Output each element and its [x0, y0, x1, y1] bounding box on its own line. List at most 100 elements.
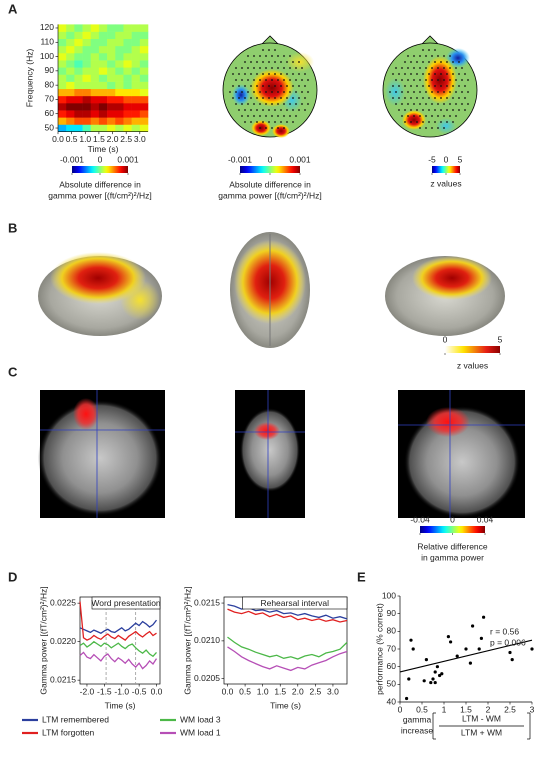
sensor-dot: [413, 103, 415, 105]
mri-sagittal: [38, 390, 165, 518]
y-tick-label: 50: [387, 679, 397, 689]
sensor-dot: [449, 103, 451, 105]
colorbar-tick-label: -0.04: [410, 514, 430, 524]
sensor-dot: [440, 121, 442, 123]
sensor-dot: [292, 85, 294, 87]
blob: [423, 56, 457, 104]
heatmap-cell: [107, 103, 116, 111]
sensor-dot: [235, 67, 237, 69]
sensor-dot: [422, 97, 424, 99]
sensor-dot: [259, 103, 261, 105]
sensor-dot: [253, 103, 255, 105]
y-tick-label: 0.0215: [50, 674, 76, 684]
sensor-dot: [452, 121, 454, 123]
heatmap-cell: [115, 24, 124, 32]
sensor-dot: [283, 103, 285, 105]
sensor-dot: [458, 85, 460, 87]
colorbar-tick-label: 0: [268, 154, 273, 164]
scatter-point: [422, 679, 426, 683]
sensor-dot: [413, 79, 415, 81]
heatmap-cell: [98, 110, 108, 118]
heatmap-cell: [107, 117, 116, 125]
sensor-dot: [455, 103, 457, 105]
heatmap-cell: [107, 52, 116, 61]
sensor-dot: [292, 97, 294, 99]
sensor-dot: [431, 67, 433, 69]
heatmap-cell: [66, 24, 75, 32]
heatmap-cell: [74, 81, 83, 90]
colorbar: [420, 526, 485, 533]
x-tick-label: 1.0: [79, 134, 91, 144]
scatter-point: [429, 680, 433, 685]
scatter-point: [464, 647, 468, 651]
sensor-dot: [449, 115, 451, 117]
sensor-dot: [449, 67, 451, 69]
heatmap-cell: [58, 103, 67, 111]
heatmap-cell: [107, 38, 116, 47]
panel-label: A: [8, 1, 18, 16]
heatmap-cell: [123, 88, 132, 97]
blob: [446, 48, 470, 68]
sensor-dot: [452, 85, 454, 87]
heatmap-cell: [115, 103, 124, 111]
heatmap-cell: [123, 45, 132, 54]
heatmap-cell: [82, 45, 92, 54]
heatmap-cell: [107, 60, 116, 68]
heatmap-cell: [139, 67, 149, 75]
heatmap-cell: [107, 110, 116, 118]
sensor-dot: [262, 85, 264, 87]
heatmap-cell: [123, 124, 132, 132]
colorbar-label: Relative difference: [417, 541, 488, 551]
sensor-dot: [229, 91, 231, 93]
series-line: [227, 636, 348, 660]
sensor-dot: [256, 61, 258, 63]
sensor-dot: [431, 115, 433, 117]
heatmap-cell: [58, 74, 67, 82]
sensor-dot: [262, 121, 264, 123]
heatmap-cell: [115, 60, 124, 68]
sensor-dot: [401, 103, 403, 105]
scatter-point: [482, 615, 486, 619]
sensor-dot: [265, 67, 267, 69]
heatmap-cell: [139, 38, 149, 47]
colorbar-label: gamma power [(ft/cm²)²/Hz]: [48, 190, 151, 200]
heatmap-cell: [107, 88, 116, 97]
sensor-dot: [428, 73, 430, 75]
sensor-dot: [289, 79, 291, 81]
sensor-dot: [238, 73, 240, 75]
title-box: [91, 596, 161, 610]
sensor-dot: [289, 67, 291, 69]
heatmap-cell: [66, 117, 75, 125]
sensor-dot: [446, 121, 448, 123]
sensor-dot: [253, 91, 255, 93]
heatmap-cell: [58, 88, 67, 97]
sensor-dot: [247, 103, 249, 105]
sensor-dot: [232, 73, 234, 75]
heatmap-cell: [115, 81, 124, 90]
sensor-dot: [259, 91, 261, 93]
sensor-dot: [452, 73, 454, 75]
heatmap-cell: [123, 60, 132, 68]
y-tick-label: 0.0205: [194, 673, 220, 683]
colorbar-tick-label: 0.001: [289, 154, 311, 164]
legend-label: WM load 3: [180, 714, 221, 724]
sensor-dot: [431, 91, 433, 93]
colorbar: [72, 166, 128, 173]
sensor-dot: [461, 79, 463, 81]
sensor-dot: [437, 79, 439, 81]
sensor-dot: [461, 67, 463, 69]
sensor-dot: [301, 79, 303, 81]
sensor-dot: [298, 73, 300, 75]
y-tick-label: 0.0215: [194, 597, 220, 607]
sensor-dot: [431, 79, 433, 81]
chart-title: Rehearsal interval: [260, 598, 329, 608]
scatter-point: [440, 672, 444, 676]
colorbar-tick-label: 0: [450, 514, 455, 524]
heatmap-cell: [90, 74, 100, 82]
sensor-dot: [461, 103, 463, 105]
heatmap-cell: [82, 124, 92, 132]
heatmap-cell: [90, 81, 100, 90]
sensor-dot: [280, 85, 282, 87]
sensor-dot: [274, 121, 276, 123]
sensor-dot: [268, 109, 270, 111]
